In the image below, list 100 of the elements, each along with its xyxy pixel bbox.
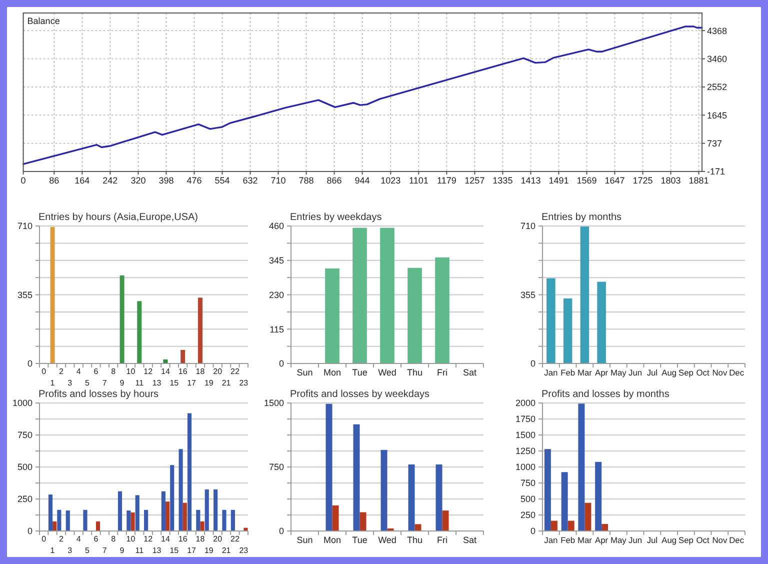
x-tick-label: Aug: [662, 368, 677, 378]
x-tick-label: 14: [161, 367, 170, 376]
y-tick-label: 250: [17, 494, 32, 504]
x-tick-label: Dec: [729, 535, 744, 545]
y-tick-label: 250: [520, 510, 536, 520]
x-tick-label: Dec: [729, 368, 744, 378]
x-tick-label: 12: [144, 367, 154, 376]
x-tick-label: 944: [354, 176, 370, 186]
x-tick-label: 1179: [437, 176, 456, 186]
x-tick-label: 1023: [380, 176, 401, 186]
x-tick-label: 0: [42, 534, 47, 544]
x-tick-label: Jan: [544, 535, 558, 545]
x-tick-label: Feb: [560, 535, 576, 545]
y-tick-label: 2552: [707, 82, 728, 92]
y-tick-label: 345: [268, 256, 284, 266]
x-tick-label: Sun: [296, 368, 313, 378]
y-tick-label: 230: [268, 290, 284, 300]
y-tick-label: 0: [278, 526, 284, 536]
x-tick-label: 398: [158, 176, 174, 186]
y-tick-label: 710: [520, 221, 536, 232]
x-tick-label: 2: [58, 534, 64, 544]
x-tick-label: 4: [76, 534, 82, 544]
x-tick-label: 1335: [492, 176, 513, 186]
x-tick-label: 320: [130, 176, 146, 186]
x-tick-label: 5: [85, 546, 90, 555]
chart-title: Entries by hours (Asia,Europe,USA): [38, 212, 198, 223]
x-tick-label: 554: [214, 176, 230, 186]
x-tick-label: 16: [178, 534, 188, 544]
x-tick-label: 22: [230, 534, 240, 544]
x-tick-label: 1101: [408, 176, 428, 186]
x-tick-label: May: [610, 535, 628, 545]
chart-title: Entries by weekdays: [290, 212, 382, 223]
x-tick-label: 7: [102, 546, 108, 555]
x-tick-label: Oct: [696, 368, 710, 378]
x-tick-label: 7: [102, 378, 108, 388]
x-tick-label: Sat: [462, 368, 477, 378]
x-tick-label: 10: [126, 367, 136, 376]
x-tick-label: 14: [161, 534, 170, 544]
chart-title: Entries by months: [542, 212, 622, 223]
x-tick-label: 4: [76, 367, 82, 376]
x-tick-label: Jul: [646, 368, 658, 378]
x-tick-label: Sep: [678, 368, 694, 378]
x-tick-label: Sep: [678, 535, 694, 545]
x-tick-label: 3: [68, 546, 73, 555]
x-tick-label: Jan: [544, 368, 558, 378]
x-tick-label: Fri: [437, 535, 448, 545]
x-tick-label: 22: [230, 367, 240, 376]
x-tick-label: 23: [239, 546, 249, 555]
x-tick-label: 17: [187, 378, 197, 388]
x-tick-label: 19: [204, 378, 214, 388]
y-tick-label: 0: [530, 358, 536, 369]
x-tick-label: Sat: [462, 535, 477, 545]
x-tick-label: 1: [50, 378, 56, 388]
x-tick-label: Sun: [296, 535, 313, 545]
x-tick-label: 476: [186, 176, 202, 186]
y-tick-label: 710: [17, 221, 32, 232]
y-tick-label: 0: [278, 358, 284, 369]
y-tick-label: 750: [268, 462, 284, 472]
x-tick-label: 788: [298, 176, 314, 186]
y-tick-label: 115: [270, 324, 284, 334]
x-tick-label: Wed: [378, 368, 396, 378]
x-tick-label: 17: [187, 546, 197, 555]
x-tick-label: 13: [152, 378, 162, 388]
x-tick-label: 6: [94, 367, 99, 376]
x-tick-label: 11: [135, 546, 144, 555]
x-tick-label: Mon: [323, 368, 342, 378]
x-tick-label: 20: [213, 367, 223, 376]
x-tick-label: Thu: [406, 368, 423, 378]
x-tick-label: 18: [196, 367, 206, 376]
x-tick-label: Thu: [406, 535, 423, 545]
x-tick-label: 20: [213, 534, 223, 544]
x-tick-label: 1491: [548, 176, 569, 186]
x-tick-label: 866: [326, 176, 342, 186]
y-tick-label: 1500: [515, 430, 536, 440]
x-tick-label: 3: [68, 378, 73, 388]
x-tick-label: Nov: [712, 368, 728, 378]
chart-title: Balance: [27, 16, 60, 26]
x-tick-label: Wed: [378, 535, 396, 545]
y-tick-label: 355: [17, 290, 32, 300]
x-tick-label: 1413: [520, 176, 541, 186]
y-tick-label: 0: [530, 526, 536, 536]
x-tick-label: Tue: [352, 535, 368, 545]
chart-title: Profits and losses by weekdays: [290, 389, 430, 400]
x-tick-label: 8: [111, 534, 116, 544]
y-tick-label: 1645: [707, 110, 728, 120]
x-tick-label: 1257: [464, 176, 485, 186]
x-tick-label: Apr: [595, 535, 608, 545]
x-tick-label: 23: [239, 378, 249, 388]
x-tick-label: 164: [74, 176, 90, 186]
x-tick-label: Jun: [628, 368, 642, 378]
y-tick-label: 500: [520, 494, 536, 504]
x-tick-label: 1: [50, 546, 56, 555]
y-tick-label: 1000: [515, 462, 536, 472]
y-tick-label: 4368: [707, 26, 728, 36]
x-tick-label: 21: [222, 378, 232, 388]
x-tick-label: Tue: [352, 368, 368, 378]
x-tick-label: 1569: [576, 176, 597, 186]
x-tick-label: Oct: [696, 535, 710, 545]
x-tick-label: 9: [120, 378, 125, 388]
y-tick-label: 0: [27, 526, 32, 536]
